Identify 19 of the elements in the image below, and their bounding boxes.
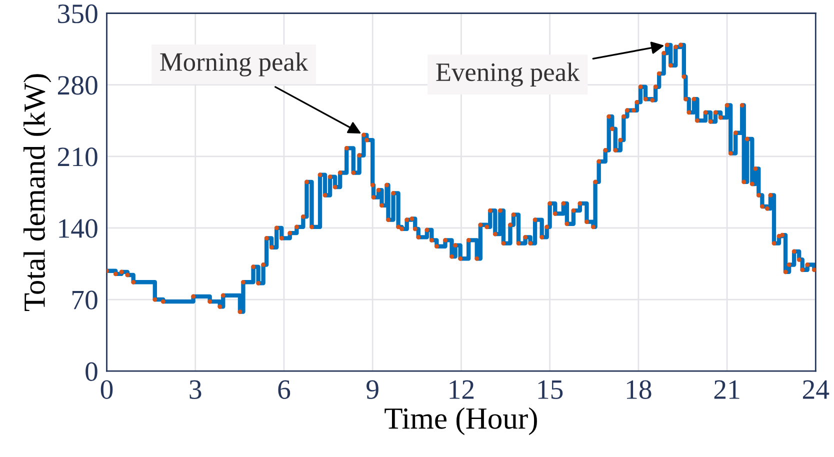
y-tick-label: 140 xyxy=(59,219,98,238)
x-tick-label: 18 xyxy=(626,380,652,399)
annotation: Morning peak xyxy=(160,52,308,76)
y-tick-label: 210 xyxy=(58,148,98,166)
x-tick-label: 9 xyxy=(366,380,378,399)
y-axis-title: Total demand (kW) xyxy=(23,74,52,312)
x-tick-label: 15 xyxy=(538,380,563,399)
x-tick-label: 24 xyxy=(802,380,830,399)
y-tick-label: 280 xyxy=(58,76,98,95)
x-axis-title: Time (Hour) xyxy=(384,407,537,436)
y-tick-label: 70 xyxy=(72,290,98,310)
x-tick-label: 21 xyxy=(714,380,740,399)
x-tick-label: 6 xyxy=(278,380,290,399)
y-tick-label: 0 xyxy=(86,362,98,381)
x-tick-label: 3 xyxy=(190,380,202,399)
annotation: Evening peak xyxy=(436,62,580,87)
x-tick-label: 12 xyxy=(450,380,474,399)
x-tick-label: 0 xyxy=(100,380,113,399)
y-tick-label: 350 xyxy=(58,4,98,24)
